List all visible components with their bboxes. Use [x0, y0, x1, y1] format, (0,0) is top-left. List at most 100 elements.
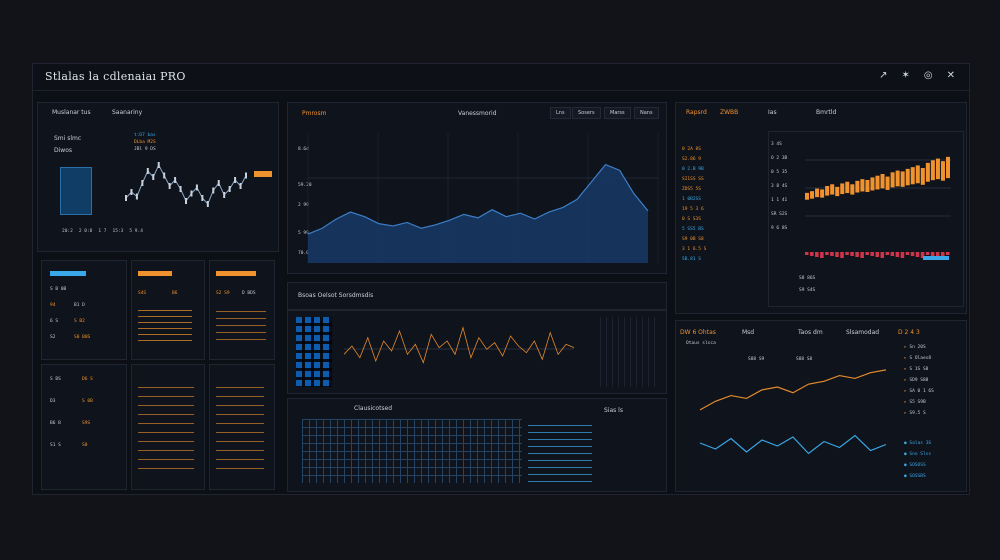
grid-block: [302, 419, 522, 483]
bar: [855, 180, 860, 193]
right-legend: S9 S4S: [799, 288, 816, 293]
tab-dw[interactable]: DW 6 Ohtas: [680, 329, 716, 336]
tab-muslanar[interactable]: Muslanar tus: [52, 109, 91, 116]
candle: [168, 183, 171, 189]
volume-bar: [945, 252, 950, 255]
bar: [925, 162, 930, 182]
t2-row: B6 B: [50, 421, 61, 426]
volume-bar: [855, 252, 859, 257]
stripe-block: [138, 305, 192, 345]
list-item: ▸ Sn 20S: [904, 345, 926, 350]
center-area-chart: [307, 133, 659, 263]
candle: [212, 187, 215, 194]
volume-bar: [895, 252, 900, 257]
left-table-1: S B 0B 94 B1 D 6 S S B2 S2 S0 B0S: [41, 260, 127, 360]
bar: [845, 181, 850, 194]
rb-legend: S88 S9: [748, 357, 765, 362]
left-table-4: S BS D6 S D3 S 0B B6 B S9S S1 S S0: [41, 364, 127, 490]
t2-row: S 0B: [82, 399, 93, 404]
center-tag: Pmrosm: [302, 110, 327, 117]
t2-row: D3: [50, 399, 56, 404]
list-item: SB.81 S: [682, 257, 701, 262]
t2-row: D6 S: [82, 377, 93, 382]
t1-head-1: S4S: [138, 291, 147, 296]
axis-label: 1 1 41: [771, 198, 788, 203]
pin-icon[interactable]: ↗: [879, 70, 888, 81]
volume-bar: [865, 252, 869, 255]
area-line: [307, 163, 649, 235]
candle: [185, 198, 187, 204]
list-item: ● Salas 36: [904, 441, 932, 446]
t1-head-2: B6: [172, 291, 178, 296]
bar: [815, 188, 820, 198]
legend-3: JBl 9 DS: [134, 147, 156, 152]
tab-slsam[interactable]: Slsamodad: [846, 329, 880, 336]
axis-label: 1 7: [98, 229, 107, 234]
rb-bottom-list: ● Salas 36 ● Sno Slss ● SOSOSS ● SOSSBS: [904, 441, 960, 485]
tab-ias[interactable]: Ias: [768, 109, 777, 116]
y-label: 5 99: [298, 231, 309, 236]
tab-rapsrd[interactable]: Rapsrd: [686, 109, 707, 116]
bar: [890, 172, 895, 188]
bar: [830, 184, 835, 195]
t1-head-0: S B 0B: [50, 287, 67, 292]
bar: [935, 158, 940, 180]
list-item: ▸ SA 0 1 6S: [904, 389, 934, 394]
list-item: ● SOSOSS: [904, 463, 926, 468]
axis-label: 3 4S: [771, 142, 782, 147]
candle: [152, 174, 155, 180]
volume-bar: [860, 252, 864, 258]
bar: [835, 186, 840, 197]
right-bar-chart: [805, 156, 951, 260]
volume-bar: [835, 252, 839, 257]
right-list: 0 2A 8S S2.86 9 0 2.B 9B SI1SS SS ZDS5 5S 1 0…: [682, 147, 732, 267]
list-item: ZDS5 5S: [682, 187, 701, 192]
center-bottom-panel: Clausicotsed Sias ls: [287, 398, 667, 492]
tab-saanariny[interactable]: Saanariny: [112, 109, 143, 116]
blue-list-block: [528, 419, 592, 483]
center-main-chart-panel: Pmrosm Vanessmorid Lns Sosers Marss Nans…: [287, 102, 667, 274]
candle: [234, 177, 237, 183]
star-icon[interactable]: ✶: [901, 70, 910, 81]
t1-row: B1 D: [74, 303, 85, 308]
volume-bar: [875, 252, 880, 257]
chart-sub: Diwos: [54, 147, 72, 154]
center-line-chart: [343, 326, 575, 364]
bar: [945, 156, 950, 179]
candle: [195, 184, 198, 191]
rb-sub: Otaus slsca: [686, 341, 716, 346]
t1-row: S0 B0S: [74, 335, 91, 340]
mid-title: Bsoas Oelsot Sorsdmsdis: [298, 292, 374, 299]
tab-lns[interactable]: Lns: [550, 107, 571, 119]
tab-msd[interactable]: Msd: [742, 329, 755, 336]
list-item: ▸ S5 S9B: [904, 400, 926, 405]
tab-taos[interactable]: Taos dm: [798, 329, 823, 336]
tab-bmrtld[interactable]: Bmrtld: [816, 109, 837, 116]
volume-bar: [880, 252, 885, 258]
bar: [900, 171, 905, 187]
list-item: 3 1 6.5 S: [682, 247, 707, 252]
bar: [920, 168, 925, 185]
tab-zwbb[interactable]: ZWBB: [720, 109, 739, 116]
orange-tag: [254, 171, 272, 177]
bar: [930, 160, 935, 181]
tab-d243[interactable]: D 2 4 3: [898, 329, 920, 336]
tab-marss[interactable]: Marss: [604, 107, 631, 119]
tab-nans[interactable]: Nans: [634, 107, 659, 119]
stripe-block: [138, 379, 194, 475]
volume-bar: [805, 252, 809, 255]
settings-icon[interactable]: ◎: [923, 70, 933, 81]
bar: [850, 184, 855, 195]
axis-label: 9 6 8S: [771, 226, 788, 231]
tab-sosers[interactable]: Sosers: [572, 107, 601, 119]
volume-block: [60, 167, 92, 215]
right-bottom-chart: [699, 369, 887, 455]
list-item: 0 2A 8S: [682, 147, 701, 152]
candle: [157, 162, 160, 168]
close-icon[interactable]: ✕: [946, 70, 955, 81]
list-item: ● Sno Slss: [904, 452, 932, 457]
bar: [880, 174, 885, 189]
list-item: SI1SS SS: [682, 177, 704, 182]
t1-row: S2: [50, 335, 56, 340]
